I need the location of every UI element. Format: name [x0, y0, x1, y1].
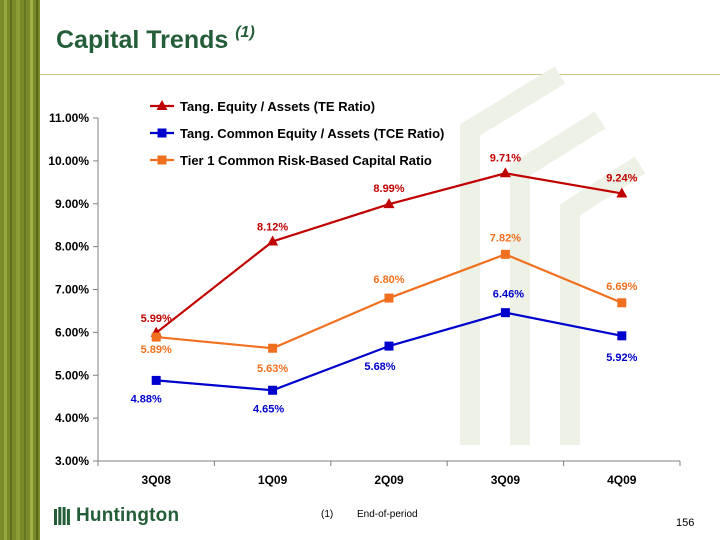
data-point-square [384, 341, 394, 351]
series-line-2 [156, 311, 623, 392]
footnote-marker: (1) [321, 509, 334, 520]
y-tick-label: 11.00% [49, 111, 89, 125]
data-label: 8.99% [373, 183, 404, 195]
decorative-sidebar [0, 0, 40, 540]
x-tick-label: 3Q09 [491, 473, 521, 487]
data-label: 7.82% [490, 232, 521, 244]
title-footnote-marker: (1) [235, 24, 255, 41]
y-tick-label: 10.00% [48, 154, 89, 168]
data-label: 4.88% [131, 393, 162, 405]
legend-label: Tier 1 Common Risk-Based Capital Ratio [180, 153, 432, 168]
data-label: 8.12% [257, 221, 288, 233]
data-label: 6.80% [373, 274, 404, 286]
huntington-logo-icon [54, 507, 70, 525]
data-point-triangle [616, 187, 628, 198]
series-line-1 [155, 172, 622, 334]
logo-text: Huntington [76, 505, 180, 526]
data-point-triangle [383, 198, 395, 209]
data-label: 5.63% [257, 363, 288, 375]
data-point-square [617, 298, 627, 308]
legend-label: Tang. Common Equity / Assets (TCE Ratio) [180, 126, 444, 141]
data-point-square [384, 293, 394, 303]
data-point-square [617, 331, 627, 341]
y-tick-label: 9.00% [55, 197, 89, 211]
company-logo: Huntington [54, 505, 179, 527]
data-label: 5.99% [141, 313, 172, 325]
y-tick-label: 3.00% [55, 454, 89, 468]
data-point-square [151, 332, 161, 342]
legend-marker-square [157, 128, 167, 138]
title-divider [40, 74, 720, 75]
data-point-square [500, 308, 510, 318]
data-label: 9.24% [606, 172, 637, 184]
legend-marker-triangle [156, 100, 168, 110]
x-tick-label: 1Q09 [258, 473, 288, 487]
data-point-triangle [499, 167, 511, 178]
y-tick-label: 7.00% [55, 283, 89, 297]
page-title: Capital Trends (1) [56, 24, 255, 54]
footnote-text: End-of-period [357, 509, 418, 520]
data-label: 6.69% [606, 281, 637, 293]
x-tick-label: 3Q08 [142, 473, 172, 487]
data-label: 5.89% [141, 344, 172, 356]
data-label: 5.92% [606, 352, 637, 364]
data-point-square [268, 343, 278, 353]
y-tick-label: 4.00% [55, 411, 89, 425]
data-point-triangle [267, 235, 279, 246]
y-tick-label: 8.00% [55, 240, 89, 254]
data-label: 9.71% [490, 152, 521, 164]
x-tick-label: 4Q09 [607, 473, 637, 487]
legend-label: Tang. Equity / Assets (TE Ratio) [180, 99, 375, 114]
data-label: 5.68% [364, 361, 395, 373]
data-point-square [151, 375, 161, 385]
x-tick-label: 2Q09 [374, 473, 404, 487]
data-label: 4.65% [253, 403, 284, 415]
data-point-square [500, 249, 510, 259]
data-point-square [268, 385, 278, 395]
page-number: 156 [676, 517, 695, 529]
y-tick-label: 5.00% [55, 368, 89, 382]
legend-marker-square [157, 155, 167, 165]
y-tick-label: 6.00% [55, 325, 89, 339]
data-label: 6.46% [493, 289, 524, 301]
